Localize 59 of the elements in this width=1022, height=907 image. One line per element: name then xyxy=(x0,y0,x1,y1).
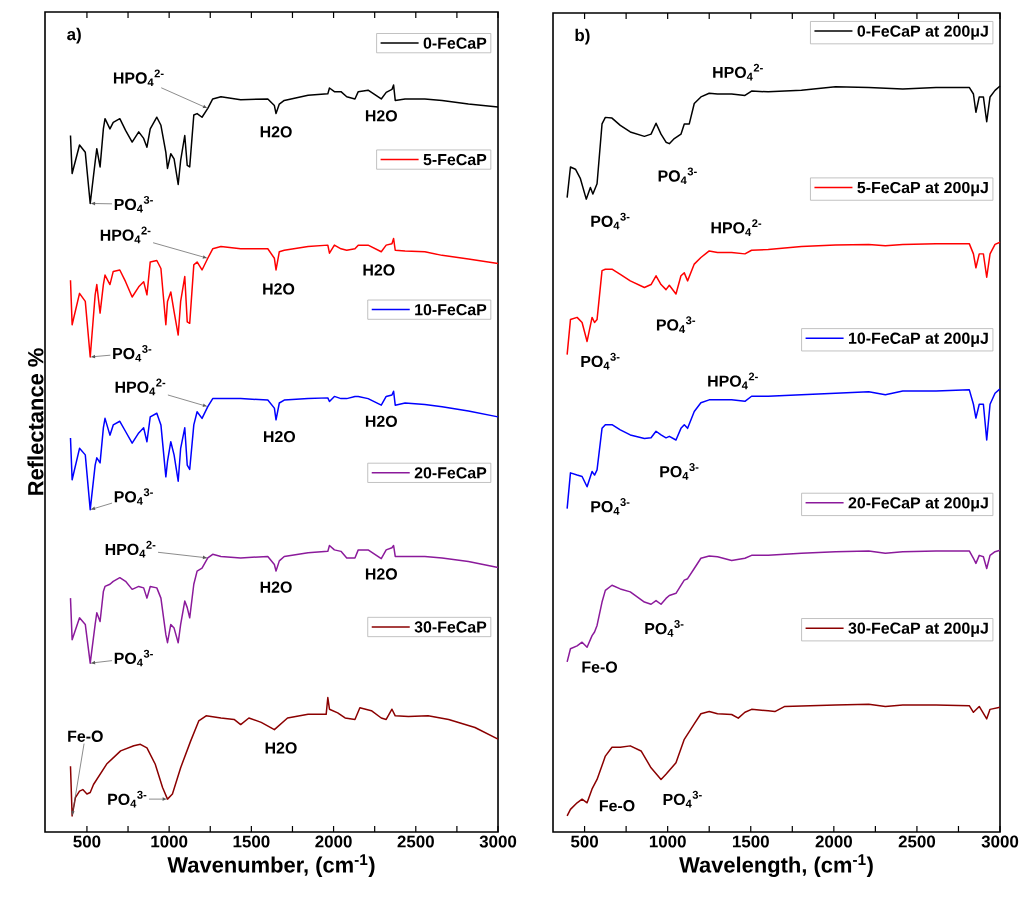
annotation: HPO$_{4}$2- xyxy=(100,226,151,244)
annotation: PO$_{4}$3- xyxy=(108,790,147,808)
x-axis-title: Wavenumber, (cm$^{-1}$) xyxy=(167,854,375,877)
x-tick-label: 3000 xyxy=(479,835,517,848)
x-tick-label: 2000 xyxy=(315,835,352,848)
annotation: PO$_{4}$3- xyxy=(656,316,696,333)
annotation: H2O xyxy=(263,430,296,443)
annotation: HPO$_{4}$2- xyxy=(115,378,166,396)
x-tick-label: 2500 xyxy=(397,835,434,848)
legend-label: 0-FeCaP xyxy=(423,37,487,49)
legend-label: 10-FeCaP at 200μJ xyxy=(849,332,988,347)
annotation: Fe-O xyxy=(599,800,635,812)
annotation: HPO$_{4}$2- xyxy=(708,372,758,390)
legend-label: 5-FeCaP xyxy=(423,153,487,166)
annotation: HPO$_{4}$2- xyxy=(113,69,164,87)
x-tick-label: 1000 xyxy=(649,835,686,848)
x-axis-title: Wavelength, (cm$^{-1}$) xyxy=(679,854,873,878)
annotation: Fe-O xyxy=(582,661,618,673)
annotation: H2O xyxy=(260,581,292,593)
annotation: H2O xyxy=(365,415,397,427)
annotation: HPO$_{4}$2- xyxy=(713,63,763,81)
x-tick-label: 2000 xyxy=(815,835,852,848)
annotation: H2O xyxy=(263,283,295,295)
annotation: PO$_{4}$3- xyxy=(114,488,153,505)
legend-label: 20-FeCaP xyxy=(414,467,487,479)
annotation: H2O xyxy=(363,264,395,276)
annotation: PO$_{4}$3- xyxy=(113,344,152,362)
annotation: HPO$_{4}$2- xyxy=(711,219,762,236)
annotation: H2O xyxy=(260,126,292,138)
x-tick-label: 3000 xyxy=(981,835,1019,848)
annotation: PO$_{4}$3- xyxy=(114,195,153,213)
annotation: PO$_{4}$3- xyxy=(581,352,620,370)
text: a) xyxy=(67,27,81,44)
annotation: PO$_{4}$3- xyxy=(114,649,153,667)
legend-label: 30-FeCaP xyxy=(414,621,487,633)
y-axis-title: Reflectance % xyxy=(27,348,44,495)
annotation: H2O xyxy=(365,110,397,122)
legend-label: 30-FeCaP at 200μJ xyxy=(848,622,988,637)
annotation: PO$_{4}$3- xyxy=(645,620,684,637)
text: b) xyxy=(575,28,590,45)
x-tick-label: 1000 xyxy=(151,835,188,848)
annotation: H2O xyxy=(265,742,297,754)
annotation: PO$_{4}$3- xyxy=(660,463,699,480)
annotation: PO$_{4}$3- xyxy=(658,167,697,185)
legend-label: 0-FeCaP at 200μJ xyxy=(857,25,988,40)
legend-label: 5-FeCaP at 200μJ xyxy=(857,181,988,197)
annotation: H2O xyxy=(365,568,397,580)
annotation: PO$_{4}$3- xyxy=(591,498,630,515)
legend-label: 20-FeCaP at 200μJ xyxy=(848,497,988,512)
x-tick-label: 2500 xyxy=(898,835,936,848)
annotation: PO$_{4}$3- xyxy=(663,790,702,808)
x-tick-label: 500 xyxy=(73,835,101,848)
x-tick-label: 500 xyxy=(570,835,598,848)
x-tick-label: 1500 xyxy=(732,835,769,848)
legend-label: 10-FeCaP xyxy=(415,304,487,316)
annotation: PO$_{4}$3- xyxy=(591,212,630,230)
annotation: Fe-O xyxy=(68,730,103,742)
annotation: HPO$_{4}$2- xyxy=(105,540,156,558)
x-tick-label: 1500 xyxy=(233,835,270,848)
